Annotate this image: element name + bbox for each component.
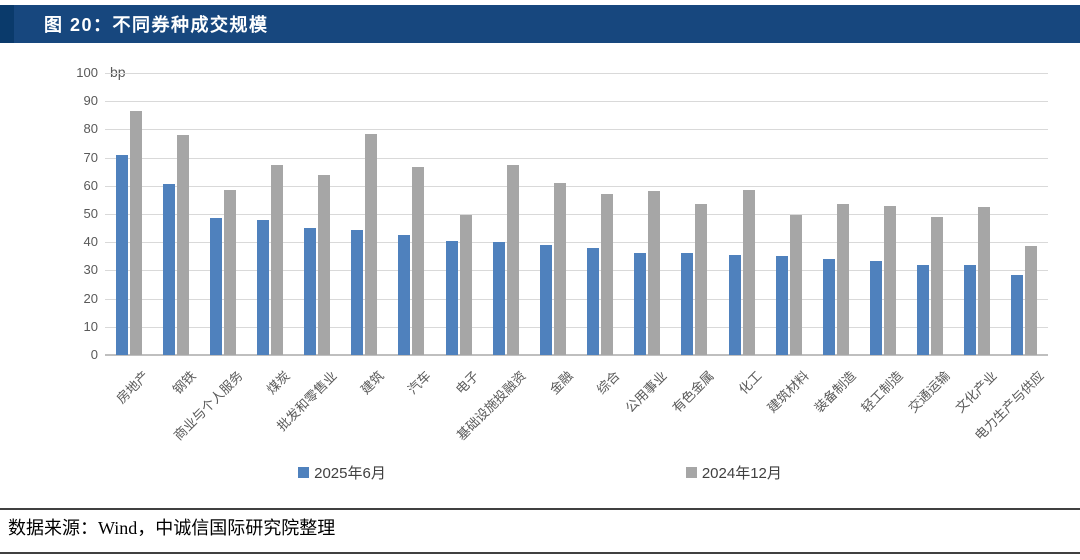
gridline (105, 326, 1048, 328)
y-axis-tick-label: 40 (83, 234, 98, 250)
x-axis-label-15: 装备制造 (811, 368, 859, 416)
y-axis-tick-label: 50 (83, 206, 98, 221)
x-axis-label-3: 煤炭 (263, 368, 293, 398)
bar-series2-19 (1025, 246, 1038, 355)
bar-series2-1 (176, 135, 189, 355)
bar-series2-0 (129, 111, 142, 355)
bar-series2-5 (365, 133, 378, 355)
bar-series1-14 (775, 256, 788, 355)
figure-title: 图 20：不同券种成交规模 (44, 15, 269, 35)
bar-series1-18 (964, 264, 977, 355)
y-axis-tick-label: 90 (83, 93, 98, 109)
bar-series2-2 (223, 190, 236, 355)
bar-series2-8 (506, 164, 519, 355)
y-axis-tick-label: 70 (83, 149, 98, 165)
x-axis-label-14: 建筑材料 (764, 368, 812, 416)
y-axis-tick-label: 80 (83, 121, 98, 137)
x-axis-label-7: 电子 (452, 368, 482, 398)
bar-series2-4 (318, 174, 331, 355)
bar-series2-9 (553, 182, 566, 355)
legend-swatch-icon (298, 467, 310, 478)
x-axis-category-labels: 房地产 钢铁 商业与个人服务 煤炭 批发和零售业 建筑 汽车 电子 基础设施投融资 金融 综合 公用事… (105, 362, 1048, 470)
gridline (105, 157, 1048, 159)
y-axis-unit-label: bp (110, 64, 126, 80)
bar-series2-12 (695, 204, 708, 355)
bar-series1-9 (539, 245, 552, 355)
x-axis-label-11: 公用事业 (622, 368, 670, 416)
bar-series2-7 (459, 215, 472, 355)
bar-series2-3 (271, 164, 284, 355)
legend-swatch-icon (685, 467, 697, 478)
footer-divider-bottom (0, 552, 1080, 554)
bar-series1-12 (681, 253, 694, 355)
bar-series1-8 (492, 242, 505, 355)
y-axis-tick-label: 30 (83, 262, 98, 278)
bar-series1-13 (728, 254, 741, 355)
x-axis-label-5: 建筑 (358, 368, 388, 398)
gridline (105, 242, 1048, 244)
bar-series1-5 (351, 229, 364, 355)
bar-series2-13 (742, 190, 755, 355)
bar-series2-11 (648, 191, 661, 355)
legend-label: 2024年12月 (701, 465, 782, 482)
x-axis-label-10: 综合 (593, 368, 623, 398)
footer-divider-top (0, 508, 1080, 510)
figure-title-bar: 图 20：不同券种成交规模 (0, 5, 1080, 43)
legend-label: 2025年6月 (314, 465, 386, 482)
y-axis-tick-label: 100 (76, 65, 98, 80)
bar-series2-16 (883, 205, 896, 355)
bar-series2-18 (978, 206, 991, 355)
x-axis-label-12: 有色金属 (669, 368, 718, 416)
data-source-text: 数据来源：Wind，中诚信国际研究院整理 (8, 518, 336, 538)
bar-series2-10 (601, 194, 614, 355)
gridline (105, 298, 1048, 300)
title-bar-accent (0, 5, 14, 43)
x-axis-label-16: 轻工制造 (858, 368, 906, 416)
chart-plot-area (105, 73, 1048, 356)
x-axis-line (105, 354, 1048, 356)
bar-series1-1 (162, 184, 175, 355)
x-axis-label-13: 化工 (735, 368, 765, 398)
gridline (105, 214, 1048, 215)
y-axis-tick-label: 20 (83, 290, 98, 306)
y-axis-tick-label: 0 (90, 347, 98, 362)
bar-series1-3 (257, 219, 270, 355)
bar-series1-2 (209, 218, 222, 355)
bar-series1-4 (304, 228, 317, 355)
y-axis-tick-label: 10 (83, 318, 98, 334)
gridline (105, 185, 1048, 187)
x-axis-label-6: 汽车 (405, 368, 435, 398)
gridline (105, 101, 1048, 103)
bar-series1-19 (1011, 274, 1024, 355)
bar-series1-16 (869, 260, 882, 355)
bar-series1-17 (917, 264, 930, 355)
gridline (105, 129, 1048, 131)
bar-series1-10 (587, 247, 600, 355)
bar-series2-17 (931, 216, 944, 355)
bar-series2-14 (789, 215, 802, 355)
chart-legend: 2025年6月 2024年12月 (0, 462, 1080, 483)
gridline (105, 73, 1048, 74)
bar-series1-7 (445, 240, 458, 355)
bar-chart: bp 0 10 20 30 40 50 60 70 80 90 100 房地产 钢铁 商业与个人服务 煤炭… (0, 50, 1080, 470)
bar-series2-15 (836, 204, 849, 355)
x-axis-label-1: 钢铁 (169, 368, 199, 398)
legend-item-series1: 2025年6月 (298, 462, 386, 483)
x-axis-label-9: 金融 (546, 368, 576, 398)
legend-item-series2: 2024年12月 (685, 462, 782, 483)
bar-series1-15 (822, 259, 835, 355)
gridline (105, 270, 1048, 272)
bar-series1-0 (115, 154, 128, 355)
bar-series1-11 (634, 253, 647, 355)
x-axis-label-0: 房地产 (113, 368, 152, 407)
bar-series1-6 (398, 235, 411, 355)
bar-series2-6 (412, 167, 425, 355)
y-axis-tick-label: 60 (83, 177, 98, 193)
x-axis-label-17: 交通运输 (905, 368, 953, 416)
